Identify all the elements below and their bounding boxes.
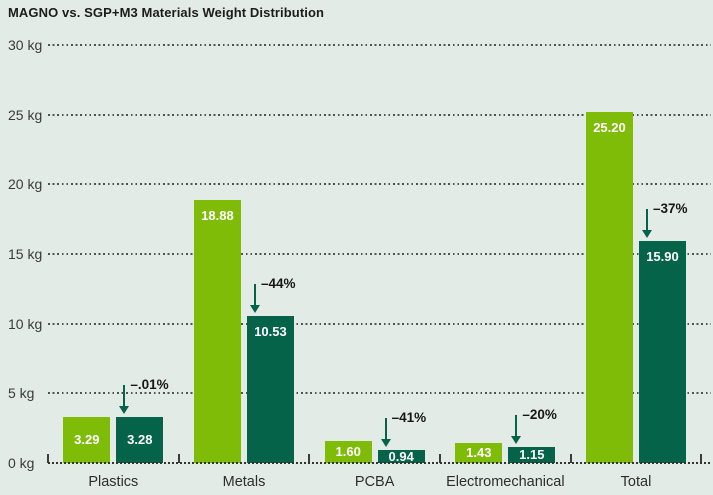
reduction-percent-label: –37%	[652, 201, 688, 217]
reduction-arrow-icon	[384, 417, 387, 440]
bar-value-label: 1.43	[466, 445, 492, 461]
bar-magno-electromechanical: 1.43	[455, 443, 503, 463]
reduction-arrow-icon	[515, 414, 518, 437]
bar-magno-plastics: 3.29	[63, 417, 111, 463]
x-axis-category-label: Electromechanical	[446, 474, 565, 490]
bar-value-label: 3.29	[74, 432, 100, 448]
reduction-arrowhead-icon	[380, 438, 391, 447]
bar-sgpm3-pcba: 0.94	[377, 448, 425, 464]
gridline-10kg	[48, 322, 711, 325]
reduction-arrowhead-icon	[511, 435, 522, 444]
bar-magno-pcba: 1.60	[324, 440, 372, 463]
bar-value-label: 25.20	[593, 119, 626, 135]
bar-sgpm3-plastics: 3.28	[116, 417, 164, 463]
bar-magno-metals: 18.88	[193, 199, 241, 463]
reduction-percent-label: –20%	[522, 406, 557, 422]
bar-value-label: 10.53	[254, 324, 287, 340]
gridline-15kg	[48, 253, 711, 255]
reduction-arrow-icon	[253, 284, 256, 307]
chart-title: MAGNO vs. SGP+M3 Materials Weight Distri…	[8, 5, 325, 20]
bar-sgpm3-total: 15.90	[638, 241, 686, 463]
y-axis-label-5kg: 5 kg	[8, 385, 35, 402]
x-axis-category-label: PCBA	[354, 474, 395, 490]
y-axis-label-10kg: 10 kg	[8, 315, 43, 332]
y-axis-label-20kg: 20 kg	[8, 176, 43, 193]
gridline-30kg	[48, 44, 711, 46]
gridline-20kg	[48, 183, 711, 186]
gridline-5kg	[48, 392, 711, 395]
bar-value-label: 1.60	[335, 443, 361, 459]
bar-value-label: 18.88	[201, 207, 234, 223]
reduction-percent-label: –41%	[391, 409, 427, 425]
bar-magno-total: 25.20	[585, 111, 633, 463]
x-axis-category-label: Plastics	[88, 474, 139, 490]
x-axis-baseline	[48, 462, 711, 464]
reduction-percent-label: –44%	[260, 276, 296, 292]
reduction-arrow-icon	[123, 385, 126, 408]
bar-value-label: 15.90	[646, 249, 679, 265]
bar-sgpm3-electromechanical: 1.15	[508, 446, 556, 463]
x-axis-category-label: Total	[620, 474, 652, 490]
bar-value-label: 3.28	[127, 432, 153, 448]
gridline-25kg	[48, 113, 711, 116]
reduction-arrowhead-icon	[641, 230, 652, 239]
reduction-arrowhead-icon	[119, 406, 130, 415]
x-axis-tick	[177, 454, 180, 463]
reduction-arrow-icon	[645, 209, 648, 232]
bar-sgpm3-metals: 10.53	[246, 316, 294, 463]
x-axis-tick	[308, 454, 311, 463]
x-axis-tick	[438, 454, 441, 463]
x-axis-tick	[700, 454, 703, 463]
y-axis-label-30kg: 30 kg	[8, 37, 43, 53]
reduction-arrowhead-icon	[249, 305, 260, 314]
x-axis-category-label: Metals	[222, 474, 266, 490]
bar-value-label: 0.94	[388, 448, 414, 464]
y-axis-label-0kg: 0 kg	[8, 455, 35, 471]
y-axis-label-25kg: 25 kg	[8, 106, 43, 123]
x-axis-tick	[569, 454, 572, 463]
bar-value-label: 1.15	[519, 446, 545, 462]
reduction-percent-label: –.01%	[130, 377, 169, 393]
y-axis-label-15kg: 15 kg	[8, 246, 43, 262]
x-axis-tick	[47, 454, 49, 463]
